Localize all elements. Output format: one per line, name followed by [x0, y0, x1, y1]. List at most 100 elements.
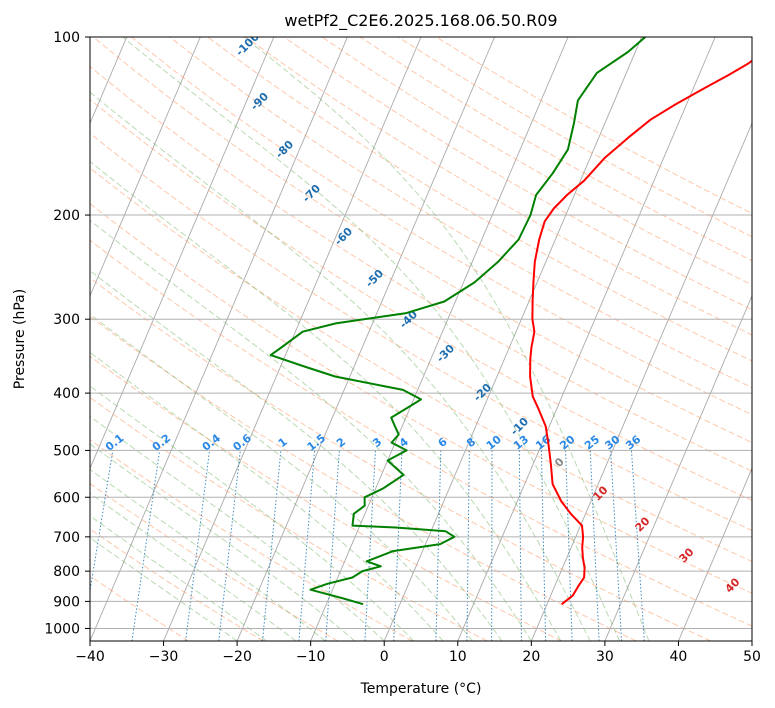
adiabat-label: -20 — [471, 381, 494, 404]
adiabat-label: 40 — [723, 575, 743, 595]
dewpoint-line — [269, 37, 646, 606]
mixing-ratio-line — [325, 450, 340, 641]
mixing-ratio-line — [262, 450, 282, 641]
y-tick-label: 700 — [53, 530, 80, 546]
x-axis-ticks: −40 −30 −20 −10 0 10 20 30 40 50 — [75, 641, 761, 665]
dry-adiabat — [245, 37, 752, 336]
dry-adiabat — [90, 396, 488, 641]
x-tick-label: −10 — [296, 649, 326, 665]
moist-adiabat — [243, 37, 650, 641]
adiabat-label: 30 — [677, 545, 697, 565]
isotherm — [604, 294, 752, 641]
isotherm — [90, 37, 348, 641]
mixing-ratio-label: 16 — [533, 433, 553, 453]
mixing-ratio-line — [540, 450, 547, 641]
dry-adiabat — [90, 202, 752, 594]
y-tick-label: 800 — [53, 564, 80, 580]
mixing-ratio-line — [610, 450, 623, 641]
mixing-ratio-line — [131, 450, 161, 641]
mixing-ratio-label: 10 — [484, 433, 504, 453]
y-tick-label: 500 — [53, 443, 80, 459]
x-tick-label: 30 — [596, 649, 614, 665]
y-tick-label: 900 — [53, 594, 80, 610]
y-tick-label: 1000 — [44, 621, 80, 637]
moist-adiabat — [90, 219, 532, 641]
adiabat-label: -10 — [508, 415, 531, 438]
profile-series — [269, 37, 752, 606]
x-tick-label: −30 — [149, 649, 179, 665]
chart-title: wetPf2_C2E6.2025.168.06.50.R09 — [284, 11, 557, 31]
mixing-ratio-line — [218, 450, 241, 641]
mixing-ratio-line — [518, 450, 522, 641]
adiabat-label: 10 — [591, 483, 611, 503]
moist-adiabat — [122, 37, 621, 641]
dry-adiabat — [169, 37, 752, 389]
isotherm — [530, 122, 752, 641]
x-tick-label: 40 — [670, 649, 688, 665]
adiabat-label: -100 — [233, 30, 262, 59]
y-tick-label: 300 — [53, 312, 80, 328]
mixing-ratio-label: 20 — [557, 433, 577, 453]
adiabat-label: -80 — [273, 138, 296, 161]
moist-adiabat — [90, 351, 444, 641]
isotherm — [90, 37, 275, 470]
moist-adiabat — [90, 443, 356, 641]
dry-adiabat — [92, 37, 752, 444]
mixing-ratio-line — [298, 450, 316, 641]
adiabat-label: -30 — [434, 342, 457, 365]
adiabat-label: -70 — [300, 182, 323, 205]
mixing-ratio-line — [364, 450, 376, 641]
y-axis-ticks: 100 200 300 400 500 600 700 800 900 1000 — [44, 30, 90, 637]
y-axis-label: Pressure (hPa) — [12, 289, 28, 389]
mixing-ratio-line — [466, 450, 470, 641]
adiabat-label: 0 — [552, 455, 567, 470]
y-tick-label: 200 — [53, 208, 80, 224]
plot-frame — [89, 36, 753, 642]
moist-adiabat — [90, 537, 238, 641]
dry-adiabat — [90, 439, 413, 641]
mixing-ratio-line — [565, 450, 573, 641]
moist-adiabat — [90, 160, 562, 641]
dry-adiabat — [131, 37, 752, 416]
mixing-ratio-line — [90, 450, 114, 594]
dry-adiabat — [436, 37, 752, 215]
dry-adiabat — [207, 37, 752, 362]
adiabat-label: -50 — [363, 267, 386, 290]
dry-adiabat — [359, 37, 752, 262]
dry-adiabat — [90, 167, 752, 563]
mixing-ratio-label: 2 — [334, 435, 348, 450]
pressure-gridlines — [90, 37, 752, 629]
dry-adiabat — [90, 98, 752, 502]
dry-adiabat — [283, 37, 752, 311]
moist-adiabat — [90, 492, 297, 641]
moist-adiabat — [90, 270, 503, 641]
x-tick-label: −20 — [222, 649, 252, 665]
dry-adiabat — [90, 132, 752, 532]
x-tick-label: 20 — [522, 649, 540, 665]
dry-adiabat — [90, 239, 752, 627]
mixing-ratio-label: 6 — [436, 435, 450, 450]
isotherm — [457, 37, 716, 641]
isotherm — [678, 467, 752, 641]
dry-adiabat — [90, 65, 752, 472]
x-axis-label: Temperature (°C) — [360, 681, 482, 697]
dry-adiabat — [321, 37, 752, 286]
temperature-line — [529, 59, 752, 605]
mixing-ratio-label: 30 — [603, 433, 623, 453]
dry-adiabat — [90, 528, 264, 641]
mixing-ratio-label: 36 — [623, 433, 643, 453]
isotherm — [236, 37, 495, 641]
line-labels: 0.1 0.2 0.4 0.6 1 1.5 2 3 4 6 8 10 13 16 20 25 30 36-100-… — [103, 30, 743, 596]
y-tick-label: 600 — [53, 490, 80, 506]
dry-adiabat — [90, 575, 189, 641]
adiabat-label: -40 — [397, 308, 420, 331]
isotherm — [383, 37, 643, 641]
x-tick-label: 0 — [380, 649, 389, 665]
isotherm — [90, 37, 201, 298]
y-tick-label: 100 — [53, 30, 80, 46]
mixing-ratio-line — [435, 450, 442, 641]
dry-adiabat — [90, 482, 339, 641]
dry-adiabat — [90, 277, 711, 641]
mixing-ratio-line — [589, 450, 600, 641]
